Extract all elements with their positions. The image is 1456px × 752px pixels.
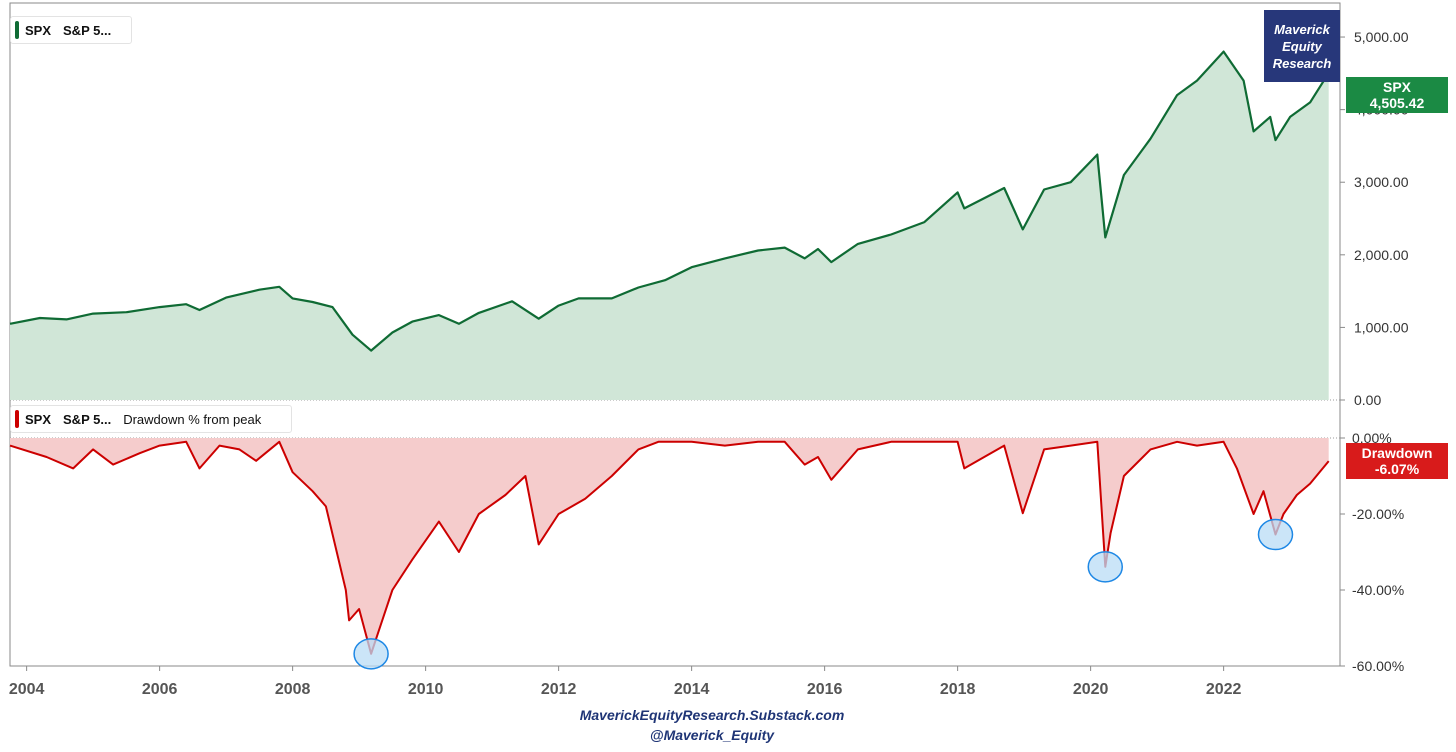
legend-bottom-symbol: SPX (25, 411, 52, 427)
legend-swatch-drawdown (15, 410, 19, 428)
x-tick-label: 2012 (541, 681, 577, 698)
drawdown-y-tick-label: 0.00% (1352, 430, 1392, 446)
x-tick-label: 2016 (807, 681, 843, 698)
footer-site: MaverickEquityResearch.Substack.com (579, 707, 845, 723)
price-y-tick-label: 1,000.00 (1354, 319, 1409, 335)
price-area (10, 51, 1329, 400)
drawdown-tag: Drawdown -6.07% (1346, 443, 1448, 479)
brand-line-2: Equity (1282, 38, 1322, 54)
price-series-line (9, 50, 1330, 352)
drawdown-tag-label: Drawdown (1361, 445, 1433, 461)
x-tick-label: 2014 (674, 681, 710, 698)
price-y-tick-label: 3,000.00 (1354, 174, 1409, 190)
price-tag: SPX 4,505.42 (1346, 77, 1448, 113)
drawdown-y-tick-label: -60.00% (1352, 658, 1404, 674)
legend-bottom[interactable]: SPX S&P 5... Drawdown % from peak (10, 405, 292, 433)
drawdown-trough-highlight-2 (1087, 551, 1124, 583)
price-y-tick-label: 5,000.00 (1354, 29, 1409, 45)
legend-top-symbol: SPX (25, 22, 52, 38)
x-tick-label: 2008 (275, 681, 311, 698)
legend-top-name: S&P 5... (63, 22, 112, 38)
drawdown-area (10, 438, 1329, 654)
drawdown-y-tick-label: -20.00% (1352, 506, 1404, 522)
drawdown-y-tick-label: -40.00% (1352, 582, 1404, 598)
legend-top[interactable]: SPX S&P 5... (10, 16, 132, 44)
price-tag-value: 4,505.42 (1369, 95, 1425, 111)
brand-logo: Maverick Equity Research (1264, 10, 1340, 82)
drawdown-tag-value: -6.07% (1374, 461, 1420, 477)
brand-line-1: Maverick (1274, 21, 1330, 37)
drawdown-series-line (9, 440, 1330, 655)
x-tick-label: 2004 (9, 681, 45, 698)
drawdown-trough-highlight-1 (353, 638, 389, 670)
x-tick-label: 2022 (1206, 681, 1242, 698)
footer-handle: @Maverick_Equity (649, 727, 775, 743)
x-tick-label: 2020 (1073, 681, 1109, 698)
x-tick-label: 2010 (408, 681, 444, 698)
legend-swatch-price (15, 21, 19, 39)
drawdown-trough-highlight-3 (1257, 518, 1294, 551)
price-y-tick-label: 2,000.00 (1354, 247, 1409, 263)
brand-line-3: Research (1272, 55, 1332, 71)
x-tick-label: 2006 (142, 681, 178, 698)
legend-bottom-indicator: Drawdown % from peak (123, 411, 262, 427)
legend-bottom-name: S&P 5... (63, 411, 112, 427)
price-tag-label: SPX (1382, 79, 1411, 95)
x-tick-label: 2018 (940, 681, 976, 698)
price-y-tick-label: 0.00 (1354, 392, 1381, 408)
